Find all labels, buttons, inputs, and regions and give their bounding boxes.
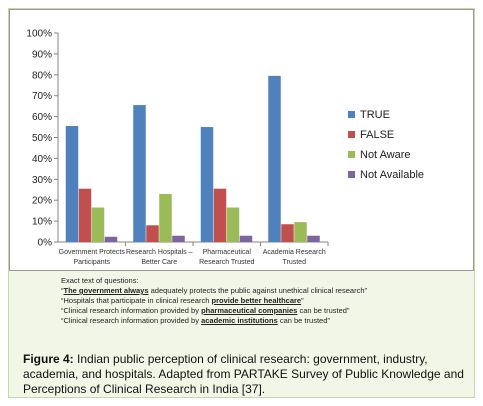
legend-swatch [348,111,355,118]
bar-true [65,126,79,242]
y-tick-label: 30% [32,175,52,186]
bar-not-aware [226,207,240,242]
bar-not-available [104,236,118,242]
bar-not-aware [159,193,172,242]
question-2: “Hospitals that participate in clinical … [61,296,304,305]
y-tick-label: 70% [32,91,52,102]
category-label: Trusted [283,259,307,266]
figure-caption: Figure 4: Indian public perception of cl… [23,352,468,397]
category-label: Better Care [141,259,177,266]
category-label: Participants [73,259,110,266]
bar-true [133,105,146,242]
legend-label: FALSE [360,129,394,141]
questions-block: Exact text of questions: “The government… [61,276,471,326]
legend-swatch [348,131,355,138]
category-label: Government Protects [59,249,126,256]
bar-false [78,188,92,242]
bar-true [268,75,281,242]
y-tick-label: 20% [32,196,52,207]
legend-swatch [348,171,355,178]
question-4: “Clinical research information provided … [61,316,330,325]
bar-true [200,127,214,242]
caption-text: Indian public perception of clinical res… [23,352,464,396]
category-label: Academia Research [263,249,326,256]
bar-not-aware [91,207,105,242]
category-label: Pharmaceutical [203,249,252,256]
y-tick-label: 100% [26,29,52,40]
question-3: “Clinical research information provided … [61,306,350,315]
chart-panel: 0% 10% 20% 30% 40% 50% 60% 70% 80% 90% 100% Governm… [9,9,474,271]
questions-heading: Exact text of questions: [61,276,139,285]
y-tick-label: 50% [32,133,52,144]
question-1: “The government always adequately protec… [61,286,367,295]
legend-swatch [348,151,355,158]
legend-label: Not Aware [360,149,411,161]
y-tick-label: 10% [32,217,52,228]
bar-chart: 0% 10% 20% 30% 40% 50% 60% 70% 80% 90% 100% Governm… [26,29,424,267]
bar-false [213,188,227,242]
figure-frame: 0% 10% 20% 30% 40% 50% 60% 70% 80% 90% 100% Governm… [8,8,475,398]
y-tick-label: 0% [38,238,53,249]
category-label: Research Hospitals – [126,249,193,256]
bar-false [146,225,159,242]
y-tick-label: 60% [32,112,52,123]
legend-label: Not Available [360,169,424,181]
bar-not-aware [294,222,307,242]
caption-label: Figure 4: [23,352,74,366]
y-tick-label: 80% [32,70,52,81]
category-label: Research Trusted [199,259,254,266]
legend-label: TRUE [360,109,390,121]
y-tick-label: 40% [32,154,52,165]
bar-not-available [307,235,320,242]
bar-not-available [239,235,253,242]
bar-false [281,224,294,242]
y-tick-label: 90% [32,49,52,60]
bar-not-available [172,235,185,242]
